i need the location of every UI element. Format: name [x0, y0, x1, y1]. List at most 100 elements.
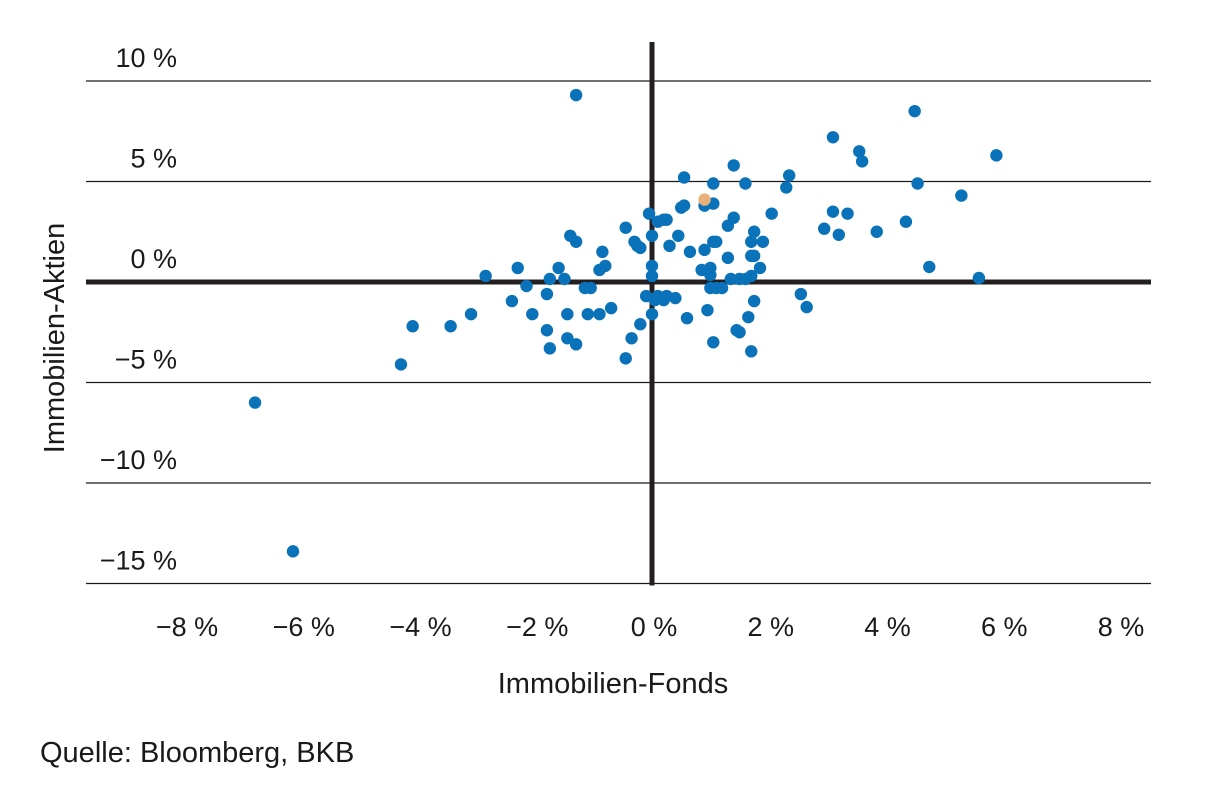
y-tick-label: −15 %	[100, 546, 177, 576]
data-point	[540, 324, 554, 337]
data-point	[526, 307, 539, 321]
data-point	[543, 272, 557, 286]
data-point	[593, 263, 606, 277]
data-point	[721, 251, 735, 265]
data-point	[701, 303, 714, 317]
data-point	[841, 207, 854, 220]
data-point	[561, 332, 574, 345]
data-point	[683, 245, 697, 259]
data-point	[663, 239, 676, 253]
data-point	[780, 181, 793, 194]
data-point	[444, 320, 457, 333]
data-point	[747, 225, 761, 238]
x-tick-label: 6 %	[981, 612, 1028, 642]
x-tick-label: 2 %	[747, 612, 794, 642]
data-point	[855, 155, 869, 168]
data-point	[710, 235, 723, 248]
y-tick-label: 5 %	[130, 144, 177, 174]
x-tick-label: −8 %	[156, 612, 218, 642]
data-point	[899, 215, 913, 228]
data-point	[479, 269, 492, 283]
data-point	[923, 260, 936, 274]
zero-axes	[86, 42, 1151, 586]
data-point	[584, 281, 597, 295]
y-tick-label: −10 %	[100, 445, 177, 475]
data-point	[505, 294, 519, 308]
data-point	[648, 293, 662, 307]
data-point	[756, 235, 770, 248]
data-point	[669, 291, 682, 305]
x-axis-title: Immobilien-Fonds	[498, 668, 728, 700]
data-points	[248, 88, 1003, 558]
y-axis-title: Immobilien-Aktien	[39, 223, 71, 453]
data-point	[645, 307, 659, 321]
x-tick-label: 4 %	[864, 612, 911, 642]
data-point	[698, 243, 711, 257]
y-tick-label: 10 %	[115, 43, 177, 73]
data-point	[248, 396, 262, 409]
data-point	[593, 307, 606, 321]
source-note: Quelle: Bloomberg, BKB	[40, 737, 354, 769]
grid-lines	[86, 80, 1151, 585]
data-point	[645, 259, 659, 273]
data-point	[657, 293, 670, 307]
data-point	[677, 171, 691, 184]
data-point	[853, 145, 866, 158]
data-point	[625, 332, 638, 345]
data-point	[870, 225, 883, 238]
data-point	[782, 169, 796, 182]
data-point	[552, 261, 565, 275]
data-point	[394, 358, 408, 371]
data-point	[698, 193, 711, 206]
data-point	[745, 235, 758, 248]
data-point	[908, 104, 921, 118]
data-point	[645, 229, 659, 242]
data-point	[680, 311, 694, 325]
data-point	[747, 249, 761, 263]
x-tick-labels: −8 % −6 % −4 % −2 % 0 % 2 % 4 % 6 % 8 %	[156, 612, 1144, 642]
data-point	[651, 215, 665, 228]
data-point	[520, 279, 533, 293]
data-point	[558, 272, 571, 286]
data-point	[645, 269, 659, 283]
x-tick-label: −6 %	[273, 612, 335, 642]
data-point	[832, 228, 845, 241]
data-point	[677, 199, 691, 212]
data-point	[672, 229, 685, 242]
data-point	[406, 320, 419, 333]
data-point	[596, 245, 609, 259]
data-point	[747, 294, 761, 308]
data-point	[634, 318, 647, 331]
data-point	[581, 307, 594, 321]
y-tick-label: 0 %	[130, 244, 177, 274]
data-point	[826, 205, 840, 218]
x-tick-label: 8 %	[1098, 612, 1145, 642]
data-point	[727, 159, 740, 172]
data-point	[745, 345, 758, 358]
x-tick-label: −4 %	[389, 612, 451, 642]
y-tick-label: −5 %	[115, 345, 177, 375]
data-point	[818, 222, 831, 235]
data-point	[753, 261, 767, 275]
y-tick-labels: 10 % 5 % 0 % −5 % −10 % −15 %	[100, 43, 177, 576]
data-point	[569, 88, 583, 102]
x-tick-label: −2 %	[506, 612, 568, 642]
data-point	[794, 287, 808, 301]
data-point	[604, 301, 618, 315]
data-point	[715, 281, 729, 295]
data-point	[724, 272, 738, 286]
data-point	[619, 221, 632, 234]
data-point	[634, 241, 647, 255]
x-tick-label: 0 %	[631, 612, 678, 642]
data-point	[707, 177, 720, 190]
data-point	[569, 338, 583, 351]
data-point	[543, 342, 557, 355]
data-point	[739, 177, 752, 190]
data-point	[464, 307, 478, 321]
data-point	[707, 336, 720, 349]
data-point	[704, 268, 717, 282]
data-point	[990, 149, 1003, 162]
data-point	[733, 326, 746, 339]
data-point	[569, 235, 583, 248]
data-point	[511, 261, 524, 275]
